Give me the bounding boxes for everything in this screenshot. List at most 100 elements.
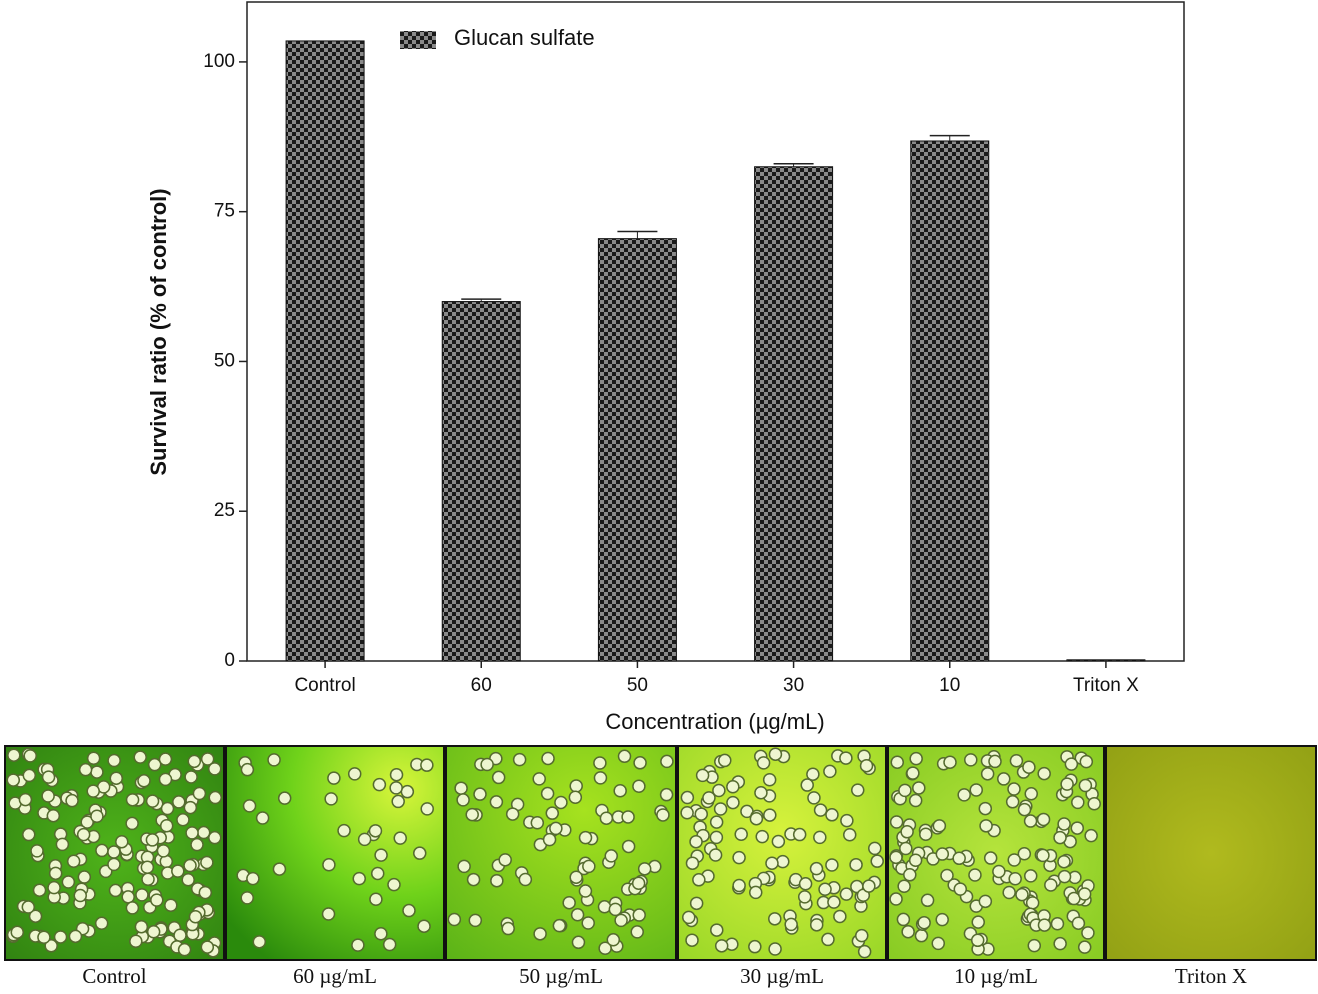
cell — [116, 836, 128, 848]
cell — [74, 890, 86, 902]
cell — [824, 765, 836, 777]
cell — [352, 939, 364, 951]
cell — [241, 892, 253, 904]
cell — [733, 880, 745, 892]
cell — [826, 809, 838, 821]
cell — [902, 926, 914, 938]
cell — [162, 803, 174, 815]
cell — [87, 785, 99, 797]
cell — [134, 751, 146, 763]
cell — [913, 782, 925, 794]
cell — [185, 771, 197, 783]
cell — [993, 865, 1005, 877]
cell — [514, 754, 526, 766]
cell — [690, 836, 702, 848]
cell — [1054, 832, 1066, 844]
cell — [965, 754, 977, 766]
cell — [785, 918, 797, 930]
cell — [31, 845, 43, 857]
cell — [62, 876, 74, 888]
cell — [490, 796, 502, 808]
cell — [1061, 778, 1073, 790]
y-axis-label: Survival ratio (% of control) — [146, 188, 171, 475]
cell — [1003, 886, 1015, 898]
cell — [78, 871, 90, 883]
cell — [161, 820, 173, 832]
cell — [1025, 788, 1037, 800]
cell — [800, 878, 812, 890]
cell — [201, 856, 213, 868]
cell — [78, 829, 90, 841]
cell — [130, 935, 142, 947]
cell — [579, 885, 591, 897]
cell — [403, 905, 415, 917]
cell — [958, 789, 970, 801]
cell — [553, 920, 565, 932]
cell — [828, 896, 840, 908]
cell — [944, 756, 956, 768]
cell — [569, 791, 581, 803]
cell — [686, 934, 698, 946]
cell — [186, 827, 198, 839]
cell — [1080, 756, 1092, 768]
cell — [179, 944, 191, 956]
cell — [42, 790, 54, 802]
cell — [544, 834, 556, 846]
cell — [110, 772, 122, 784]
cell — [1037, 849, 1049, 861]
cell — [711, 924, 723, 936]
cell — [605, 850, 617, 862]
y-tick-label: 50 — [214, 350, 235, 371]
cell — [135, 921, 147, 933]
cell — [686, 857, 698, 869]
cell — [735, 828, 747, 840]
cell — [1009, 873, 1021, 885]
cell — [43, 771, 55, 783]
cell — [91, 810, 103, 822]
cell — [502, 923, 514, 935]
cell — [814, 831, 826, 843]
cell — [756, 831, 768, 843]
cell — [157, 845, 169, 857]
cell — [777, 856, 789, 868]
cell — [458, 860, 470, 872]
cell — [900, 843, 912, 855]
cell — [173, 796, 185, 808]
cell — [370, 893, 382, 905]
x-tick-label: 10 — [939, 675, 960, 696]
cell — [457, 794, 469, 806]
cell — [534, 928, 546, 940]
cell — [1058, 856, 1070, 868]
cell — [19, 794, 31, 806]
cell — [840, 888, 852, 900]
cell — [401, 786, 413, 798]
cell — [609, 903, 621, 915]
cell — [323, 908, 335, 920]
cell — [1045, 879, 1057, 891]
cell — [23, 769, 35, 781]
cell — [493, 771, 505, 783]
cell — [188, 755, 200, 767]
x-tick-label: Triton X — [1073, 675, 1139, 696]
cell — [1079, 941, 1091, 953]
cell — [970, 784, 982, 796]
cell — [533, 773, 545, 785]
cell — [1007, 796, 1019, 808]
cell — [182, 874, 194, 886]
cell — [142, 873, 154, 885]
cell — [184, 860, 196, 872]
cell — [801, 779, 813, 791]
page: Survival ratio (% of control) Concentrat… — [0, 0, 1318, 994]
x-tick-label: 60 — [471, 675, 492, 696]
cell — [1058, 818, 1070, 830]
cell — [159, 753, 171, 765]
cell — [750, 886, 762, 898]
cell — [519, 874, 531, 886]
cell — [201, 941, 213, 953]
cell — [390, 782, 402, 794]
cell — [359, 833, 371, 845]
cell — [388, 879, 400, 891]
cell — [1085, 830, 1097, 842]
cell — [172, 865, 184, 877]
cell — [126, 817, 138, 829]
